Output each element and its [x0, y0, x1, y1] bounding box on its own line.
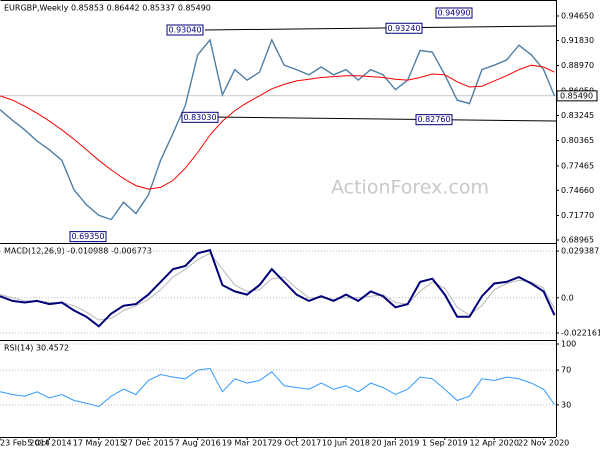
y-tick-label: 100 — [561, 340, 576, 349]
channel-top — [204, 25, 557, 31]
series-line — [0, 38, 556, 221]
annotation-box — [181, 111, 219, 123]
y-tick-label: -0.022161 — [561, 328, 600, 337]
last-price-box — [556, 90, 598, 102]
annotation-box — [385, 22, 423, 34]
annotation-label: 0.94990 — [437, 8, 470, 17]
x-tick-label: 23 Feb 2014 — [0, 439, 50, 448]
annotation-box — [435, 7, 473, 19]
series-line — [0, 367, 555, 408]
annotation-label: 0.69350 — [71, 232, 104, 241]
y-tick-label: 0.029387 — [561, 247, 599, 256]
x-tick-label: 1 Sep 2019 — [422, 439, 468, 448]
y-tick-label: 0.68965 — [561, 235, 594, 244]
annotation-label: 0.93240 — [387, 24, 420, 33]
y-tick-label: 0.94650 — [561, 11, 594, 20]
y-tick-label: 0.91830 — [561, 36, 594, 45]
series-line — [0, 252, 555, 321]
annotation-box — [69, 231, 107, 243]
channel-bottom — [211, 116, 557, 122]
x-tick-label: 7 Aug 2016 — [175, 439, 221, 448]
x-tick-label: 20 Jan 2019 — [371, 439, 419, 448]
x-tick-label: 27 Dec 2015 — [123, 439, 174, 448]
annotation-box — [166, 24, 204, 36]
y-tick-label: 0.74660 — [561, 186, 594, 195]
annotation-box — [415, 114, 453, 126]
x-tick-label: 12 Apr 2020 — [469, 439, 518, 448]
annotation-label: 0.93040 — [168, 26, 201, 35]
chart-title: EURGBP,Weekly 0.85853 0.86442 0.85337 0.… — [4, 4, 211, 13]
y-tick-label: 30 — [561, 400, 571, 409]
series-line — [0, 248, 556, 328]
x-tick-label: 17 May 2015 — [73, 439, 125, 448]
y-tick-label: 0.88970 — [561, 61, 594, 70]
annotation-label: 0.82760 — [417, 115, 450, 124]
watermark: ActionForex.com — [331, 177, 489, 199]
annotation-label: 0.83030 — [183, 113, 216, 122]
y-tick-label: 0.83245 — [561, 111, 594, 120]
x-tick-label: 5 Oct 2014 — [27, 439, 71, 448]
x-tick-label: 29 Oct 2017 — [272, 439, 321, 448]
x-tick-label: 22 Nov 2020 — [518, 439, 569, 448]
panel-title: RSI(14) 30.4572 — [4, 344, 69, 353]
y-tick-label: 0.80365 — [561, 136, 594, 145]
panel-title: MACD(12,26,9) -0.010988 -0.006773 — [4, 247, 152, 256]
y-tick-label: 0.71770 — [561, 211, 594, 220]
series-line — [0, 64, 555, 190]
y-tick-label: 70 — [561, 366, 571, 375]
x-tick-label: 19 Mar 2017 — [222, 439, 273, 448]
x-tick-label: 10 Jun 2018 — [322, 439, 370, 448]
y-tick-label: 0.0 — [561, 293, 574, 302]
y-tick-label: 0.77465 — [561, 161, 594, 170]
last-price-label: 0.85490 — [560, 91, 593, 100]
